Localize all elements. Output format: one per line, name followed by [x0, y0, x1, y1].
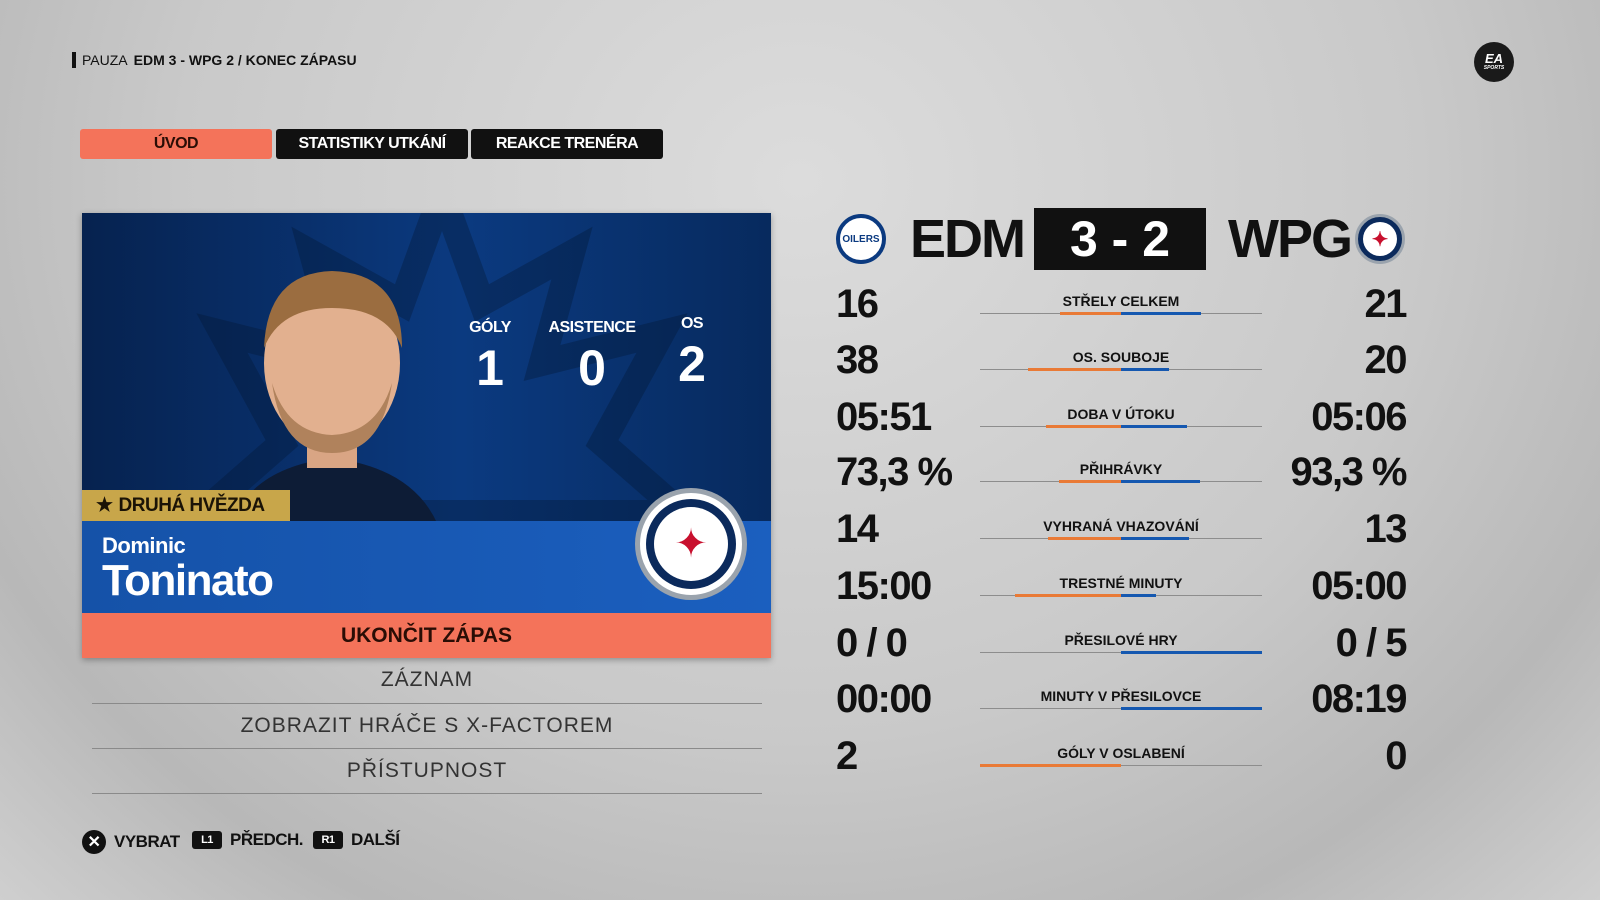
- away-stat-value: 05:06: [1311, 395, 1407, 439]
- player-last-name: Toninato: [102, 556, 274, 605]
- stat-label: PŘESILOVÉ HRY: [1064, 632, 1178, 648]
- player-portrait: [232, 271, 437, 523]
- home-team: EDM: [910, 209, 1026, 269]
- stat-value-assists: 0: [578, 340, 606, 396]
- player-first-name: Dominic: [102, 533, 186, 558]
- hint-next[interactable]: R1 DALŠÍ: [313, 830, 400, 850]
- stat-track: [980, 765, 1262, 766]
- stat-label: TRESTNÉ MINUTY: [1059, 575, 1183, 591]
- stat-label-points: OS: [680, 315, 704, 332]
- menu-divider: [92, 793, 762, 794]
- away-stat-value: 13: [1364, 507, 1408, 551]
- tab-uvod[interactable]: ÚVOD: [80, 129, 272, 159]
- ea-sports-logo-text: EA SPORTS: [1483, 51, 1505, 72]
- home-share-bar: [1015, 594, 1121, 597]
- away-share-bar: [1121, 594, 1157, 597]
- tab-reakce-trenera[interactable]: REAKCE TRENÉRA: [471, 129, 663, 159]
- home-share-bar: [1058, 480, 1121, 483]
- hint-previous[interactable]: L1 PŘEDCH.: [192, 830, 304, 850]
- menu-item-zaznam[interactable]: ZÁZNAM: [380, 668, 474, 691]
- away-stat-value: 93,3 %: [1290, 450, 1407, 494]
- ea-sports-logo: EA SPORTS: [1474, 42, 1514, 82]
- breadcrumb-detail: EDM 3 - WPG 2 / KONEC ZÁPASU: [133, 52, 357, 68]
- stat-label-assists: ASISTENCE: [548, 319, 636, 336]
- scoreboard: OILERS EDM 3 - 2 WPG ✦: [836, 208, 1408, 270]
- away-share-bar: [1121, 707, 1262, 710]
- breadcrumb-prefix: PAUZA: [82, 52, 128, 68]
- star-icon: ★: [96, 495, 113, 516]
- stat-label: OS. SOUBOJE: [1072, 349, 1170, 365]
- stat-row: 0 / 0 PŘESILOVÉ HRY 0 / 5: [836, 621, 1408, 671]
- edm-logo-text: OILERS: [842, 233, 880, 245]
- wpg-team-logo-small: ✦: [1355, 214, 1405, 264]
- stat-label: VYHRANÁ VHAZOVÁNÍ: [1043, 518, 1199, 534]
- cross-button-icon: ✕: [82, 830, 106, 854]
- home-stat-value: 16: [836, 282, 879, 326]
- wpg-team-logo: ✦: [635, 488, 747, 600]
- stat-row: 14 VYHRANÁ VHAZOVÁNÍ 13: [836, 507, 1408, 557]
- stat-value-points: 2: [678, 336, 706, 392]
- home-stat-value: 38: [836, 338, 879, 382]
- home-stat-value: 2: [836, 734, 858, 778]
- breadcrumb: PAUZA EDM 3 - WPG 2 / KONEC ZÁPASU: [72, 52, 357, 68]
- home-stat-value: 73,3 %: [836, 450, 953, 494]
- hint-select[interactable]: ✕ VYBRAT: [82, 830, 180, 854]
- menu-item-pristupnost[interactable]: PŘÍSTUPNOST: [346, 759, 508, 782]
- stat-row: 2 GÓLY V OSLABENÍ 0: [836, 734, 1407, 784]
- home-stat-value: 15:00: [836, 564, 932, 608]
- away-share-bar: [1121, 368, 1169, 371]
- award-label: DRUHÁ HVĚZDA: [118, 494, 266, 516]
- away-stat-value: 05:00: [1311, 564, 1407, 608]
- tab-statistiky-utkani[interactable]: STATISTIKY UTKÁNÍ: [276, 129, 468, 159]
- menu-divider: [92, 703, 762, 704]
- away-share-bar: [1121, 537, 1189, 540]
- home-stat-value: 0 / 0: [836, 621, 908, 665]
- l1-button-icon: L1: [192, 831, 222, 849]
- menu-divider: [92, 748, 762, 749]
- away-share-bar: [1121, 651, 1262, 654]
- stat-row: 73,3 % PŘIHRÁVKY 93,3 %: [836, 450, 1407, 500]
- end-game-button[interactable]: UKONČIT ZÁPAS: [82, 613, 771, 658]
- award-badge: ★ DRUHÁ HVĚZDA: [82, 490, 290, 521]
- stat-row: 38 OS. SOUBOJE 20: [836, 338, 1408, 388]
- stat-label: PŘIHRÁVKY: [1079, 461, 1163, 477]
- stat-label: DOBA V ÚTOKU: [1067, 406, 1175, 422]
- breadcrumb-marker: [72, 52, 76, 68]
- stat-label: MINUTY V PŘESILOVCE: [1040, 688, 1202, 704]
- away-stat-value: 0 / 5: [1335, 621, 1408, 665]
- home-stat-value: 05:51: [836, 395, 932, 439]
- home-stat-value: 00:00: [836, 677, 932, 721]
- away-share-bar: [1121, 425, 1188, 428]
- away-stat-value: 21: [1364, 282, 1408, 326]
- away-stat-value: 08:19: [1311, 677, 1407, 721]
- player-photo: GÓLY ASISTENCE OS 1 0 2: [82, 213, 771, 523]
- stat-label: GÓLY V OSLABENÍ: [1057, 745, 1185, 761]
- r1-button-icon: R1: [313, 831, 343, 849]
- away-stat-value: 0: [1385, 734, 1407, 778]
- home-share-bar: [1046, 425, 1121, 428]
- hint-label: PŘEDCH.: [230, 830, 304, 849]
- away-team: WPG: [1228, 209, 1353, 269]
- home-stat-value: 14: [836, 507, 879, 551]
- home-share-bar: [1060, 312, 1121, 315]
- player-card: GÓLY ASISTENCE OS 1 0 2 ★ DRUHÁ HVĚZDA D…: [82, 213, 771, 658]
- home-share-bar: [1027, 368, 1121, 371]
- home-share-bar: [980, 764, 1121, 767]
- hint-label: DALŠÍ: [351, 830, 400, 849]
- away-share-bar: [1121, 312, 1202, 315]
- stat-row: 16 STŘELY CELKEM 21: [836, 282, 1408, 332]
- away-share-bar: [1121, 480, 1200, 483]
- home-share-bar: [1047, 537, 1121, 540]
- edm-team-logo: OILERS: [836, 214, 886, 264]
- stat-label-goals: GÓLY: [469, 319, 511, 336]
- stat-value-goals: 1: [476, 340, 504, 396]
- stat-row: 05:51 DOBA V ÚTOKU 05:06: [836, 395, 1407, 445]
- score: 3 - 2: [1034, 208, 1206, 270]
- stat-row: 15:00 TRESTNÉ MINUTY 05:00: [836, 564, 1407, 614]
- away-stat-value: 20: [1364, 338, 1408, 382]
- menu-item-x-factor[interactable]: ZOBRAZIT HRÁČE S X-FACTOREM: [240, 714, 614, 737]
- stat-row: 00:00 MINUTY V PŘESILOVCE 08:19: [836, 677, 1407, 727]
- hint-label: VYBRAT: [114, 832, 180, 851]
- stat-label: STŘELY CELKEM: [1062, 293, 1180, 309]
